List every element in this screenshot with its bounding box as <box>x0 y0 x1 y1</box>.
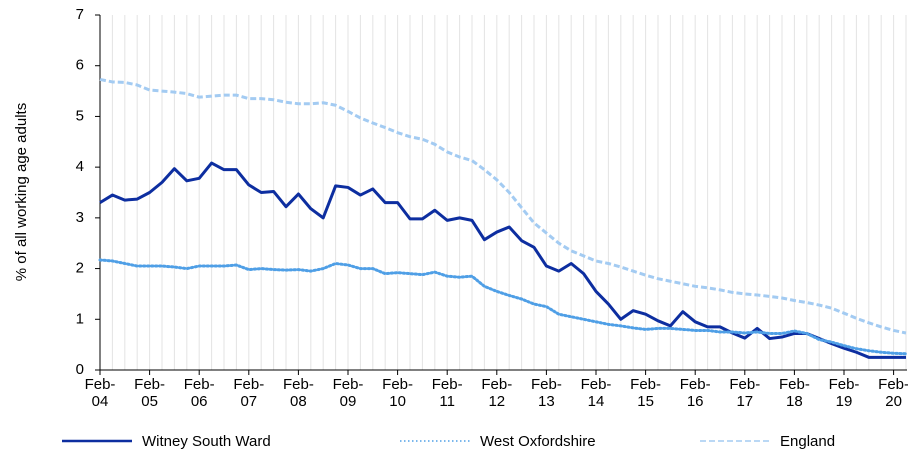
line-series <box>99 161 906 359</box>
x-tick-label: Feb-13 <box>530 376 562 410</box>
x-tick-label: Feb-11 <box>431 376 463 410</box>
x-tick-label: Feb-05 <box>134 376 166 410</box>
x-tick-label: Feb-04 <box>84 376 116 410</box>
legend-label: West Oxfordshire <box>480 433 596 450</box>
x-tick-label: Feb-06 <box>183 376 215 410</box>
legend-label: England <box>780 433 835 450</box>
y-tick-label: 1 <box>76 310 84 327</box>
line-series <box>98 258 908 356</box>
x-tick-label: Feb-18 <box>778 376 810 410</box>
y-tick-label: 3 <box>76 209 84 226</box>
y-tick-label: 0 <box>76 361 84 378</box>
y-tick-label: 4 <box>76 158 84 175</box>
legend-label: Witney South Ward <box>142 433 271 450</box>
x-tick-label: Feb-17 <box>729 376 761 410</box>
y-tick-label: 5 <box>76 107 84 124</box>
line-series <box>99 77 907 335</box>
x-tick-label: Feb-09 <box>332 376 364 410</box>
x-tick-label: Feb-14 <box>580 376 612 410</box>
x-tick-label: Feb-10 <box>382 376 414 410</box>
x-tick-label: Feb-07 <box>233 376 265 410</box>
x-tick-label: Feb-20 <box>878 376 908 410</box>
x-tick-label: Feb-16 <box>679 376 711 410</box>
y-tick-label: 2 <box>76 260 84 277</box>
x-tick-label: Feb-19 <box>828 376 860 410</box>
x-tick-label: Feb-12 <box>481 376 513 410</box>
y-tick-label: 6 <box>76 57 84 74</box>
y-tick-label: 7 <box>76 6 84 23</box>
y-axis-label: % of all working age adults <box>13 103 30 281</box>
x-tick-label: Feb-08 <box>282 376 314 410</box>
x-tick-label: Feb-15 <box>630 376 662 410</box>
